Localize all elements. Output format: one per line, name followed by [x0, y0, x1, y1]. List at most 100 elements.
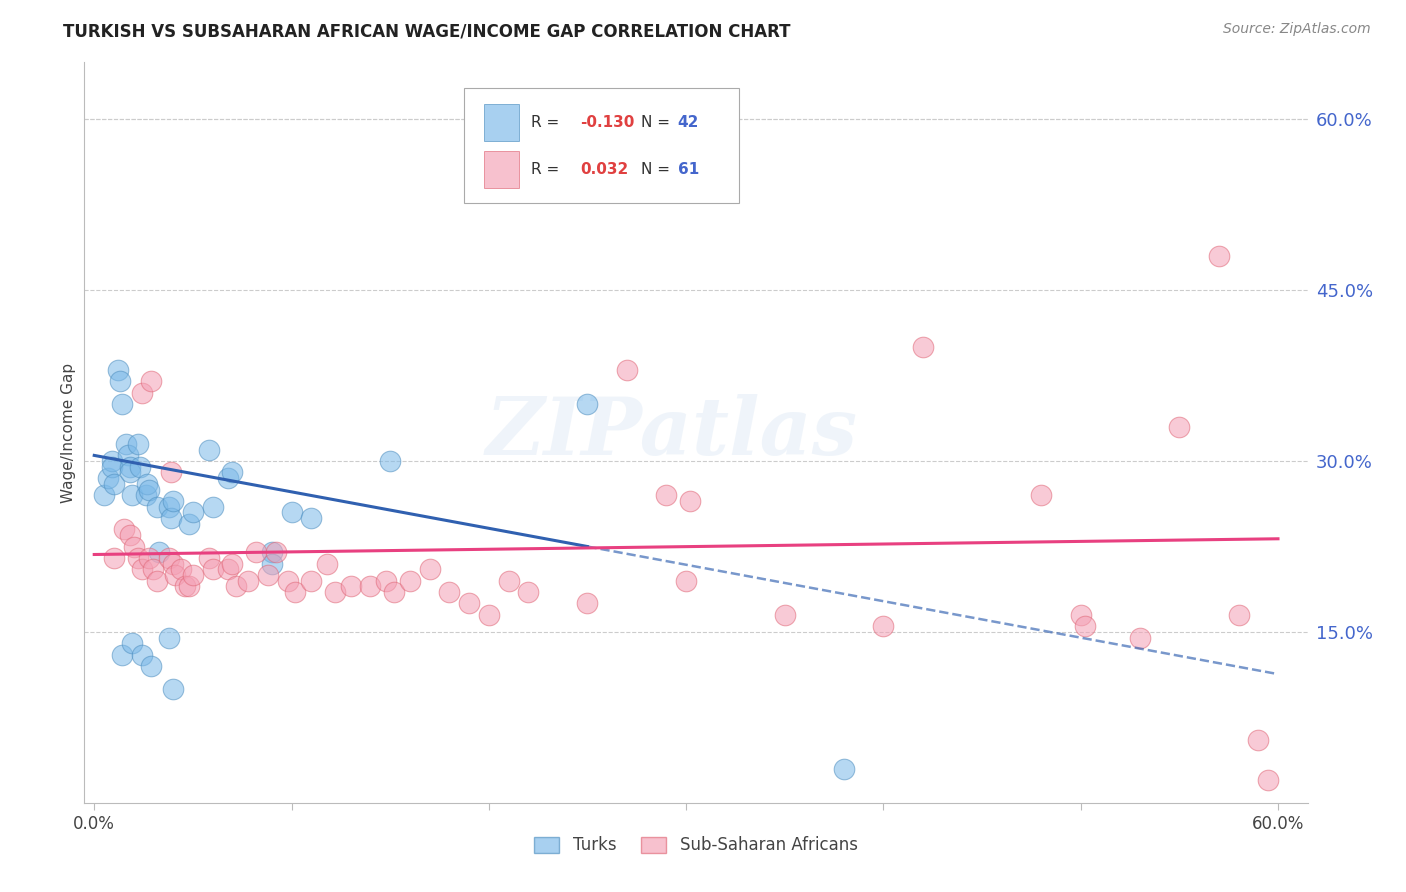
Point	[141, 659, 163, 673]
Text: 42: 42	[678, 114, 699, 129]
Point	[131, 648, 153, 662]
Point	[498, 574, 520, 588]
Point	[162, 557, 184, 571]
Point	[122, 540, 145, 554]
Point	[118, 528, 141, 542]
Text: -0.130: -0.130	[579, 114, 634, 129]
Point	[142, 562, 165, 576]
Point	[277, 574, 299, 588]
Point	[1257, 772, 1279, 787]
Point	[773, 607, 796, 622]
Point	[177, 579, 200, 593]
Point	[103, 476, 125, 491]
Point	[181, 505, 204, 519]
Point	[160, 511, 183, 525]
Point	[832, 762, 855, 776]
Point	[97, 471, 120, 485]
Point	[118, 459, 141, 474]
Point	[380, 454, 402, 468]
Point	[245, 545, 267, 559]
Point	[359, 579, 381, 593]
FancyBboxPatch shape	[464, 88, 738, 203]
Point	[1070, 607, 1092, 622]
Point	[616, 363, 638, 377]
Point	[136, 476, 159, 491]
Point	[679, 494, 702, 508]
Point	[419, 562, 441, 576]
Point	[280, 505, 302, 519]
Point	[146, 574, 169, 588]
Point	[1168, 420, 1191, 434]
Point	[284, 585, 307, 599]
Point	[323, 585, 346, 599]
Point	[201, 500, 224, 514]
Point	[1031, 488, 1053, 502]
Point	[1247, 733, 1270, 747]
Text: TURKISH VS SUBSAHARAN AFRICAN WAGE/INCOME GAP CORRELATION CHART: TURKISH VS SUBSAHARAN AFRICAN WAGE/INCOM…	[63, 22, 790, 40]
Point	[478, 607, 501, 622]
Point	[127, 550, 149, 565]
Point	[111, 397, 134, 411]
Bar	[484, 103, 519, 141]
Point	[1129, 631, 1152, 645]
Point	[382, 585, 405, 599]
Point	[177, 516, 200, 531]
Point	[236, 574, 259, 588]
Point	[655, 488, 678, 502]
Text: N =: N =	[641, 114, 675, 129]
Point	[1227, 607, 1250, 622]
Point	[93, 488, 115, 502]
Point	[1208, 249, 1230, 263]
Point	[225, 579, 247, 593]
Point	[121, 636, 143, 650]
Point	[221, 466, 243, 480]
Point	[399, 574, 422, 588]
Point	[141, 375, 163, 389]
Point	[872, 619, 894, 633]
Point	[911, 340, 934, 354]
Point	[118, 466, 141, 480]
Point	[201, 562, 224, 576]
Text: R =: R =	[531, 161, 564, 177]
Point	[458, 597, 481, 611]
Text: 61: 61	[678, 161, 699, 177]
Point	[174, 579, 197, 593]
Point	[299, 511, 322, 525]
Point	[1073, 619, 1095, 633]
Point	[112, 523, 135, 537]
Point	[375, 574, 398, 588]
Point	[170, 562, 193, 576]
Point	[181, 568, 204, 582]
Point	[217, 562, 239, 576]
Point	[257, 568, 280, 582]
Point	[157, 550, 180, 565]
Text: ZIPatlas: ZIPatlas	[485, 394, 858, 471]
Point	[576, 597, 599, 611]
Point	[127, 437, 149, 451]
Point	[339, 579, 361, 593]
Point	[221, 557, 243, 571]
Point	[162, 494, 184, 508]
Bar	[484, 151, 519, 188]
Point	[101, 459, 124, 474]
Point	[260, 557, 283, 571]
Point	[162, 681, 184, 696]
Text: R =: R =	[531, 114, 564, 129]
Point	[264, 545, 287, 559]
Point	[121, 488, 143, 502]
Point	[128, 459, 150, 474]
Point	[157, 500, 180, 514]
Point	[439, 585, 461, 599]
Point	[135, 488, 157, 502]
Point	[101, 454, 124, 468]
Point	[517, 585, 540, 599]
Point	[148, 545, 170, 559]
Point	[316, 557, 339, 571]
Y-axis label: Wage/Income Gap: Wage/Income Gap	[60, 362, 76, 503]
Point	[160, 466, 183, 480]
Legend: Turks, Sub-Saharan Africans: Turks, Sub-Saharan Africans	[527, 830, 865, 861]
Point	[108, 375, 131, 389]
Point	[197, 550, 219, 565]
Point	[675, 574, 697, 588]
Point	[146, 500, 169, 514]
